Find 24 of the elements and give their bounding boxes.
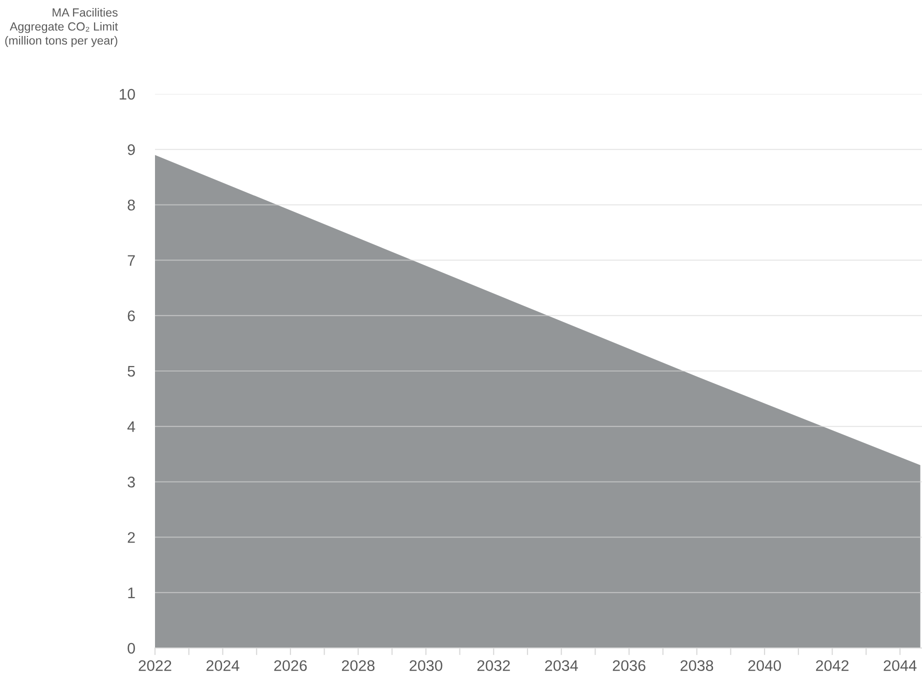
y-tick-label: 0	[128, 642, 135, 654]
x-tick-label: 2042	[816, 660, 848, 672]
y-tick-label: 7	[128, 255, 135, 266]
x-tick-label: 2034	[545, 660, 578, 672]
x-tick-label: 2026	[274, 660, 307, 672]
y-tick-label: 9	[128, 144, 135, 156]
y-tick-label: 6	[128, 310, 135, 322]
x-tick-label: 2040	[748, 660, 781, 672]
x-tick-label: 2038	[680, 660, 714, 672]
y-tick-label: 3	[128, 476, 135, 488]
y-tick-label: 2	[128, 532, 135, 543]
x-tick-label: 2044	[884, 660, 917, 672]
y-tick-label: 4	[127, 421, 136, 432]
y-tick-label: 10	[120, 88, 135, 100]
y-tick-label: 1	[128, 588, 135, 598]
x-tick-label: 2036	[612, 660, 646, 672]
y-axis-title: MA Facilities Aggregate CO₂ Limit (million tons per year)	[5, 8, 118, 48]
x-tick-label: 2032	[477, 660, 510, 672]
y-tick-label: 8	[128, 200, 135, 210]
x-tick-label: 2030	[410, 660, 442, 672]
x-tick-label: 2024	[206, 660, 240, 672]
x-tick-label: 2028	[342, 660, 375, 672]
x-tick-label: 2022	[138, 660, 172, 672]
y-tick-label: 5	[128, 366, 135, 377]
